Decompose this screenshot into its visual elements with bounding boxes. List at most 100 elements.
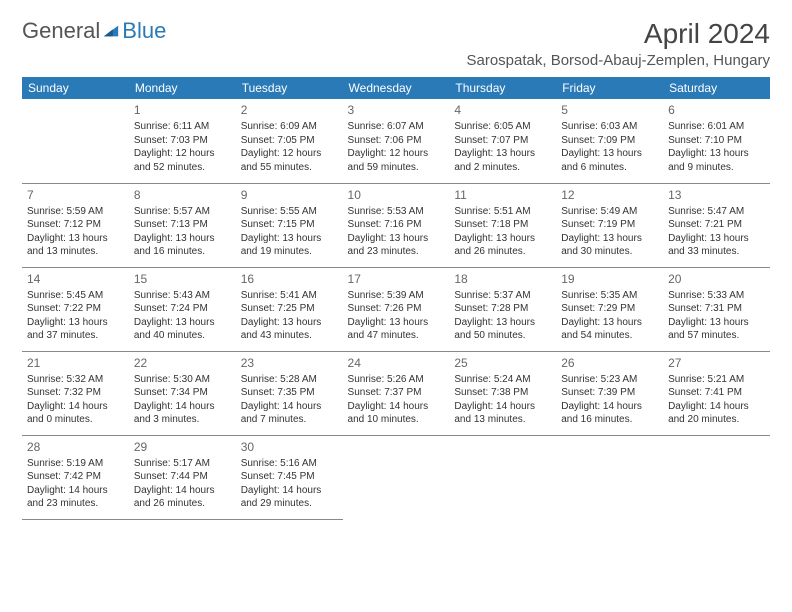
daylight-line: Daylight: 13 hours and 37 minutes. <box>27 316 124 343</box>
day-info: Sunrise: 5:16 AMSunset: 7:45 PMDaylight:… <box>241 457 338 511</box>
day-info: Sunrise: 5:59 AMSunset: 7:12 PMDaylight:… <box>27 205 124 259</box>
daylight-line: Daylight: 13 hours and 43 minutes. <box>241 316 338 343</box>
sunset-line: Sunset: 7:13 PM <box>134 218 231 232</box>
location: Sarospatak, Borsod-Abauj-Zemplen, Hungar… <box>467 52 771 69</box>
day-cell: 5 Sunrise: 6:03 AMSunset: 7:09 PMDaylight… <box>556 99 663 183</box>
daylight-line: Daylight: 12 hours and 59 minutes. <box>348 147 445 174</box>
day-info: Sunrise: 5:57 AMSunset: 7:13 PMDaylight:… <box>134 205 231 259</box>
sunrise-line: Sunrise: 5:43 AM <box>134 289 231 303</box>
sunrise-line: Sunrise: 5:51 AM <box>454 205 551 219</box>
day-number: 2 <box>241 102 338 118</box>
sunrise-line: Sunrise: 5:35 AM <box>561 289 658 303</box>
day-number: 6 <box>668 102 765 118</box>
daylight-line: Daylight: 13 hours and 33 minutes. <box>668 232 765 259</box>
week-row: 21Sunrise: 5:32 AMSunset: 7:32 PMDayligh… <box>22 351 770 435</box>
day-number: 5 <box>561 102 658 118</box>
week-row: 14Sunrise: 5:45 AMSunset: 7:22 PMDayligh… <box>22 267 770 351</box>
day-cell: 7Sunrise: 5:59 AMSunset: 7:12 PMDaylight… <box>22 183 129 267</box>
day-cell: 20 Sunrise: 5:33 AMSunset: 7:31 PMDayligh… <box>663 267 770 351</box>
day-cell <box>663 435 770 519</box>
day-info: Sunrise: 5:53 AMSunset: 7:16 PMDaylight:… <box>348 205 445 259</box>
day-info: Sunrise: 5:33 AMSunset: 7:31 PMDaylight:… <box>668 289 765 343</box>
day-cell: 3Sunrise: 6:07 AMSunset: 7:06 PMDaylight… <box>343 99 450 183</box>
day-info: Sunrise: 6:03 AMSunset: 7:09 PMDaylight:… <box>561 120 658 174</box>
day-cell: 16Sunrise: 5:41 AMSunset: 7:25 PMDayligh… <box>236 267 343 351</box>
day-number: 10 <box>348 187 445 203</box>
sunrise-line: Sunrise: 5:47 AM <box>668 205 765 219</box>
daylight-line: Daylight: 13 hours and 9 minutes. <box>668 147 765 174</box>
day-cell <box>449 435 556 519</box>
daylight-line: Daylight: 14 hours and 26 minutes. <box>134 484 231 511</box>
day-header-thursday: Thursday <box>449 77 556 99</box>
daylight-line: Daylight: 13 hours and 47 minutes. <box>348 316 445 343</box>
day-number: 14 <box>27 271 124 287</box>
daylight-line: Daylight: 13 hours and 6 minutes. <box>561 147 658 174</box>
day-number: 22 <box>134 355 231 371</box>
day-cell: 19Sunrise: 5:35 AMSunset: 7:29 PMDayligh… <box>556 267 663 351</box>
day-cell: 4 Sunrise: 6:05 AMSunset: 7:07 PMDaylight… <box>449 99 556 183</box>
sunrise-line: Sunrise: 5:55 AM <box>241 205 338 219</box>
day-number: 30 <box>241 439 338 455</box>
sunset-line: Sunset: 7:21 PM <box>668 218 765 232</box>
sunset-line: Sunset: 7:39 PM <box>561 386 658 400</box>
day-cell: 2Sunrise: 6:09 AMSunset: 7:05 PMDaylight… <box>236 99 343 183</box>
sunrise-line: Sunrise: 5:19 AM <box>27 457 124 471</box>
day-header-tuesday: Tuesday <box>236 77 343 99</box>
day-number: 20 <box>668 271 765 287</box>
day-info: Sunrise: 5:39 AMSunset: 7:26 PMDaylight:… <box>348 289 445 343</box>
day-info: Sunrise: 5:51 AMSunset: 7:18 PMDaylight:… <box>454 205 551 259</box>
sunrise-line: Sunrise: 5:26 AM <box>348 373 445 387</box>
sunset-line: Sunset: 7:28 PM <box>454 302 551 316</box>
day-info: Sunrise: 5:28 AMSunset: 7:35 PMDaylight:… <box>241 373 338 427</box>
daylight-line: Daylight: 13 hours and 13 minutes. <box>27 232 124 259</box>
day-info: Sunrise: 5:24 AMSunset: 7:38 PMDaylight:… <box>454 373 551 427</box>
day-info: Sunrise: 5:32 AMSunset: 7:32 PMDaylight:… <box>27 373 124 427</box>
day-header-saturday: Saturday <box>663 77 770 99</box>
sunset-line: Sunset: 7:35 PM <box>241 386 338 400</box>
daylight-line: Daylight: 14 hours and 16 minutes. <box>561 400 658 427</box>
day-cell <box>343 435 450 519</box>
sunrise-line: Sunrise: 5:59 AM <box>27 205 124 219</box>
daylight-line: Daylight: 12 hours and 52 minutes. <box>134 147 231 174</box>
day-cell: 15Sunrise: 5:43 AMSunset: 7:24 PMDayligh… <box>129 267 236 351</box>
day-number: 4 <box>454 102 551 118</box>
day-cell: 12Sunrise: 5:49 AMSunset: 7:19 PMDayligh… <box>556 183 663 267</box>
day-cell: 10 Sunrise: 5:53 AMSunset: 7:16 PMDayligh… <box>343 183 450 267</box>
day-cell: 30 Sunrise: 5:16 AMSunset: 7:45 PMDayligh… <box>236 435 343 519</box>
day-number: 11 <box>454 187 551 203</box>
sunset-line: Sunset: 7:42 PM <box>27 470 124 484</box>
day-info: Sunrise: 5:47 AMSunset: 7:21 PMDaylight:… <box>668 205 765 259</box>
sunset-line: Sunset: 7:19 PM <box>561 218 658 232</box>
day-header-friday: Friday <box>556 77 663 99</box>
day-info: Sunrise: 5:49 AMSunset: 7:19 PMDaylight:… <box>561 205 658 259</box>
daylight-line: Daylight: 13 hours and 19 minutes. <box>241 232 338 259</box>
day-info: Sunrise: 5:17 AMSunset: 7:44 PMDaylight:… <box>134 457 231 511</box>
day-info: Sunrise: 5:19 AMSunset: 7:42 PMDaylight:… <box>27 457 124 511</box>
daylight-line: Daylight: 14 hours and 13 minutes. <box>454 400 551 427</box>
logo-text-blue: Blue <box>122 18 166 44</box>
day-info: Sunrise: 6:05 AMSunset: 7:07 PMDaylight:… <box>454 120 551 174</box>
daylight-line: Daylight: 14 hours and 10 minutes. <box>348 400 445 427</box>
day-number: 13 <box>668 187 765 203</box>
daylight-line: Daylight: 14 hours and 20 minutes. <box>668 400 765 427</box>
sunset-line: Sunset: 7:15 PM <box>241 218 338 232</box>
sunrise-line: Sunrise: 5:37 AM <box>454 289 551 303</box>
daylight-line: Daylight: 13 hours and 50 minutes. <box>454 316 551 343</box>
calendar-table: SundayMondayTuesdayWednesdayThursdayFrid… <box>22 77 770 520</box>
day-cell <box>556 435 663 519</box>
sunset-line: Sunset: 7:32 PM <box>27 386 124 400</box>
sunset-line: Sunset: 7:05 PM <box>241 134 338 148</box>
day-number: 27 <box>668 355 765 371</box>
day-cell: 28Sunrise: 5:19 AMSunset: 7:42 PMDayligh… <box>22 435 129 519</box>
sunrise-line: Sunrise: 6:07 AM <box>348 120 445 134</box>
day-number: 23 <box>241 355 338 371</box>
daylight-line: Daylight: 13 hours and 40 minutes. <box>134 316 231 343</box>
day-info: Sunrise: 5:30 AMSunset: 7:34 PMDaylight:… <box>134 373 231 427</box>
day-info: Sunrise: 5:35 AMSunset: 7:29 PMDaylight:… <box>561 289 658 343</box>
daylight-line: Daylight: 13 hours and 54 minutes. <box>561 316 658 343</box>
sunset-line: Sunset: 7:10 PM <box>668 134 765 148</box>
day-cell: 1Sunrise: 6:11 AMSunset: 7:03 PMDaylight… <box>129 99 236 183</box>
day-cell: 24Sunrise: 5:26 AMSunset: 7:37 PMDayligh… <box>343 351 450 435</box>
calendar-body: 1Sunrise: 6:11 AMSunset: 7:03 PMDaylight… <box>22 99 770 519</box>
sunset-line: Sunset: 7:44 PM <box>134 470 231 484</box>
